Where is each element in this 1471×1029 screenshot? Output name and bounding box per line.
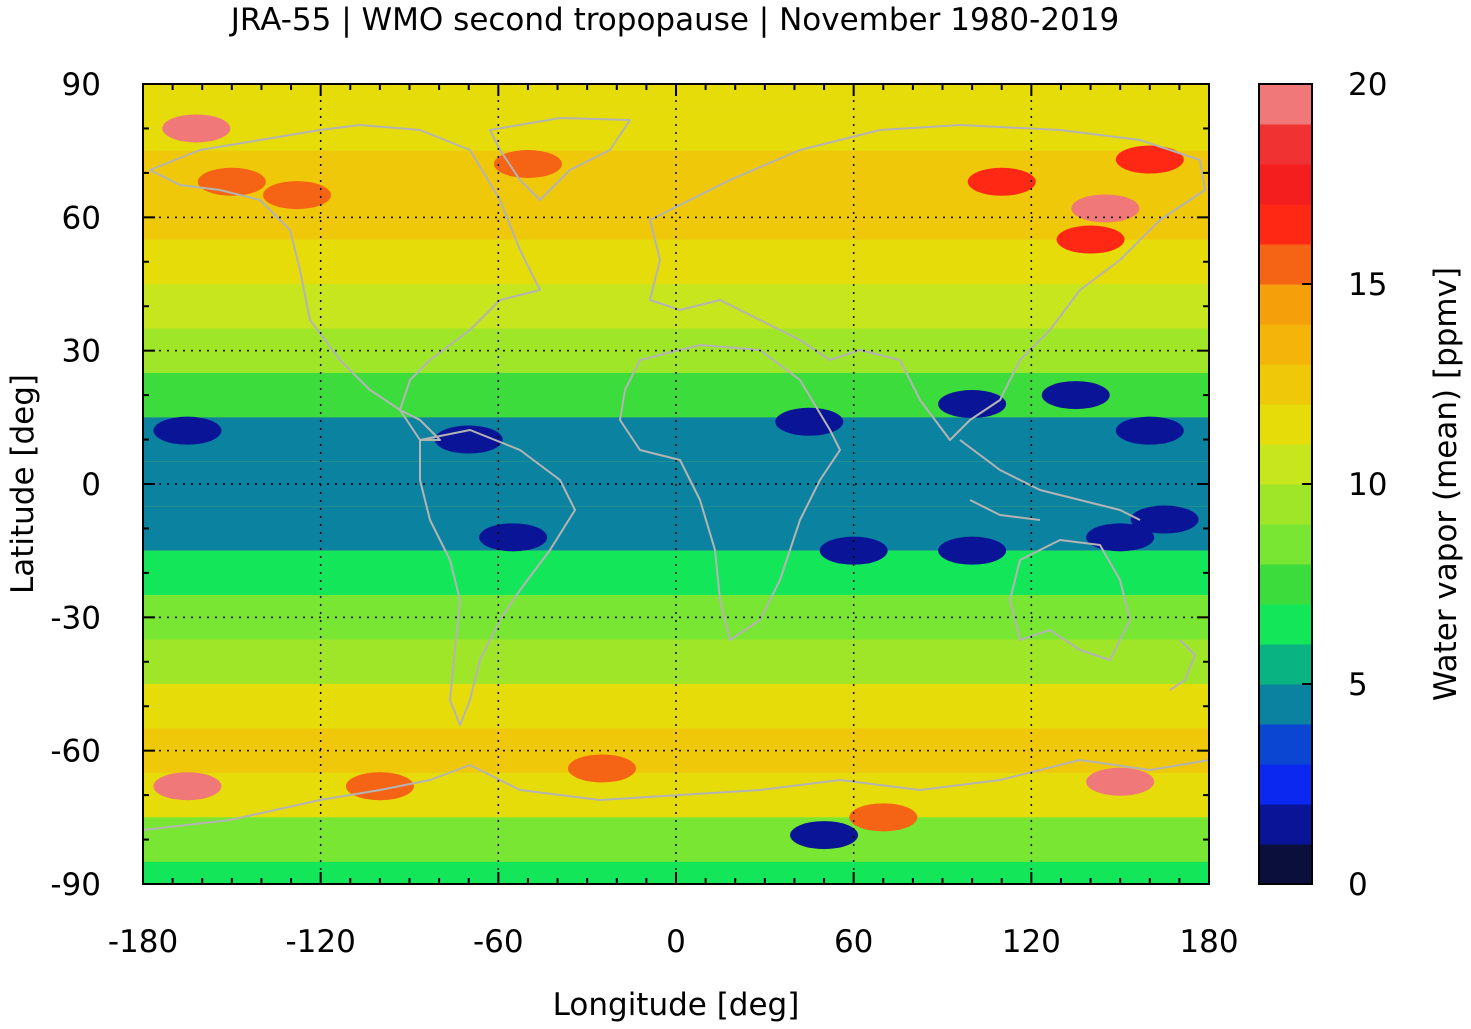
anomaly-patch: [790, 821, 859, 850]
colorbar-tick-label: 10: [1348, 467, 1387, 503]
colorbar-swatch: [1259, 164, 1312, 205]
latitude-band: [143, 417, 1209, 462]
coastline-north-america: [149, 124, 541, 441]
colorbar-swatch: [1259, 804, 1312, 845]
anomaly-patch: [479, 523, 548, 552]
y-tick-label: -60: [50, 734, 101, 770]
y-tick-label: -90: [50, 867, 101, 903]
frame-ticks: [142, 83, 1210, 885]
x-tick-label: -180: [108, 924, 178, 960]
y-tick-label: 90: [62, 67, 101, 103]
coastline-antarctica: [143, 759, 1209, 831]
anomaly-patch: [1041, 381, 1110, 410]
colorbar-tick-label: 5: [1348, 667, 1368, 703]
y-tick-labels: -90 -60 -30 0 30 60 90: [50, 67, 101, 903]
colorbar-label: Water vapor (mean) [ppmv]: [1428, 267, 1464, 701]
anomaly-patch: [153, 772, 222, 801]
colorbar-swatch: [1259, 204, 1312, 245]
anomaly-patch: [153, 416, 222, 445]
anomaly-patch: [567, 754, 636, 783]
colorbar-swatch: [1259, 484, 1312, 525]
latitude-band: [143, 817, 1209, 862]
x-axis-label: Longitude [deg]: [553, 987, 800, 1023]
x-tick-label: 180: [1179, 924, 1238, 960]
anomaly-patch: [197, 167, 266, 196]
x-tick-label: -60: [473, 924, 524, 960]
chart-title: JRA-55 | WMO second tropopause | Novembe…: [229, 2, 1119, 38]
coastline-new-zealand: [1169, 639, 1196, 691]
coastline-maritime-continent: [959, 439, 1141, 521]
colorbar-swatch: [1259, 604, 1312, 645]
coastline-south-america: [419, 429, 576, 726]
x-tick-label: 60: [834, 924, 873, 960]
colorbar-swatch: [1259, 324, 1312, 365]
colorbar-tick-label: 20: [1348, 67, 1387, 103]
coastline-eurasia: [649, 124, 1206, 441]
colorbar: [1258, 83, 1313, 885]
anomaly-patch: [1086, 767, 1155, 796]
x-tick-labels: -180 -120 -60 0 60 120 180: [108, 924, 1239, 960]
anomaly-patch: [775, 407, 844, 436]
latitude-band: [143, 728, 1209, 773]
anomaly-patch: [162, 114, 231, 143]
anomaly-patch: [849, 803, 918, 832]
anomaly-patch: [1115, 416, 1184, 445]
latitude-band: [143, 684, 1209, 729]
colorbar-swatch: [1259, 764, 1312, 805]
anomaly-patch: [1115, 145, 1184, 174]
y-tick-label: 30: [62, 334, 101, 370]
latitude-band: [143, 595, 1209, 640]
colorbar-swatch: [1259, 124, 1312, 165]
anomaly-patch: [938, 390, 1007, 418]
latitude-band: [143, 506, 1209, 551]
coastlines: [143, 117, 1209, 831]
coastline-greenland: [489, 117, 631, 201]
colorbar-tick-label: 0: [1348, 867, 1368, 903]
colorbar-swatch: [1259, 524, 1312, 565]
anomaly-patch: [1130, 505, 1199, 534]
x-tick-label: -120: [285, 924, 355, 960]
anomaly-patch: [1086, 523, 1155, 552]
colorbar-swatch: [1259, 84, 1312, 125]
colorbar-swatch: [1259, 844, 1312, 885]
x-tick-label: 0: [666, 924, 686, 960]
anomaly-patch: [1056, 225, 1125, 254]
colorbar-swatch: [1259, 684, 1312, 725]
colorbar-swatch: [1259, 244, 1312, 285]
x-tick-label: 120: [1002, 924, 1061, 960]
colorbar-swatch: [1259, 284, 1312, 325]
coastline-australia: [1009, 539, 1131, 661]
colorbar-swatch: [1259, 364, 1312, 405]
colorbar-swatch: [1259, 444, 1312, 485]
anomaly-patch: [434, 425, 503, 454]
anomaly-patch: [938, 536, 1007, 565]
y-axis-label: Latitude [deg]: [5, 374, 41, 594]
anomaly-patch: [262, 181, 331, 210]
latitude-band: [143, 284, 1209, 329]
y-tick-label: 0: [81, 467, 101, 503]
anomaly-patch: [967, 167, 1036, 196]
y-tick-label: 60: [62, 200, 101, 236]
colorbar-swatch: [1259, 564, 1312, 605]
anomaly-patch: [1071, 194, 1140, 223]
colorbar-swatch: [1259, 644, 1312, 685]
colorbar-swatch: [1259, 724, 1312, 765]
plot-area: [142, 83, 1210, 885]
y-tick-label: -30: [50, 600, 101, 636]
anomaly-patch: [819, 536, 888, 565]
grid-lines: [143, 84, 1209, 884]
colorbar-tick-label: 15: [1348, 267, 1387, 303]
latitude-band: [143, 106, 1209, 151]
colorbar-swatch: [1259, 404, 1312, 445]
coastline-africa: [619, 344, 841, 641]
colorbar-tick-labels: 0 5 10 15 20: [1348, 67, 1387, 903]
anomaly-patch: [493, 150, 562, 178]
